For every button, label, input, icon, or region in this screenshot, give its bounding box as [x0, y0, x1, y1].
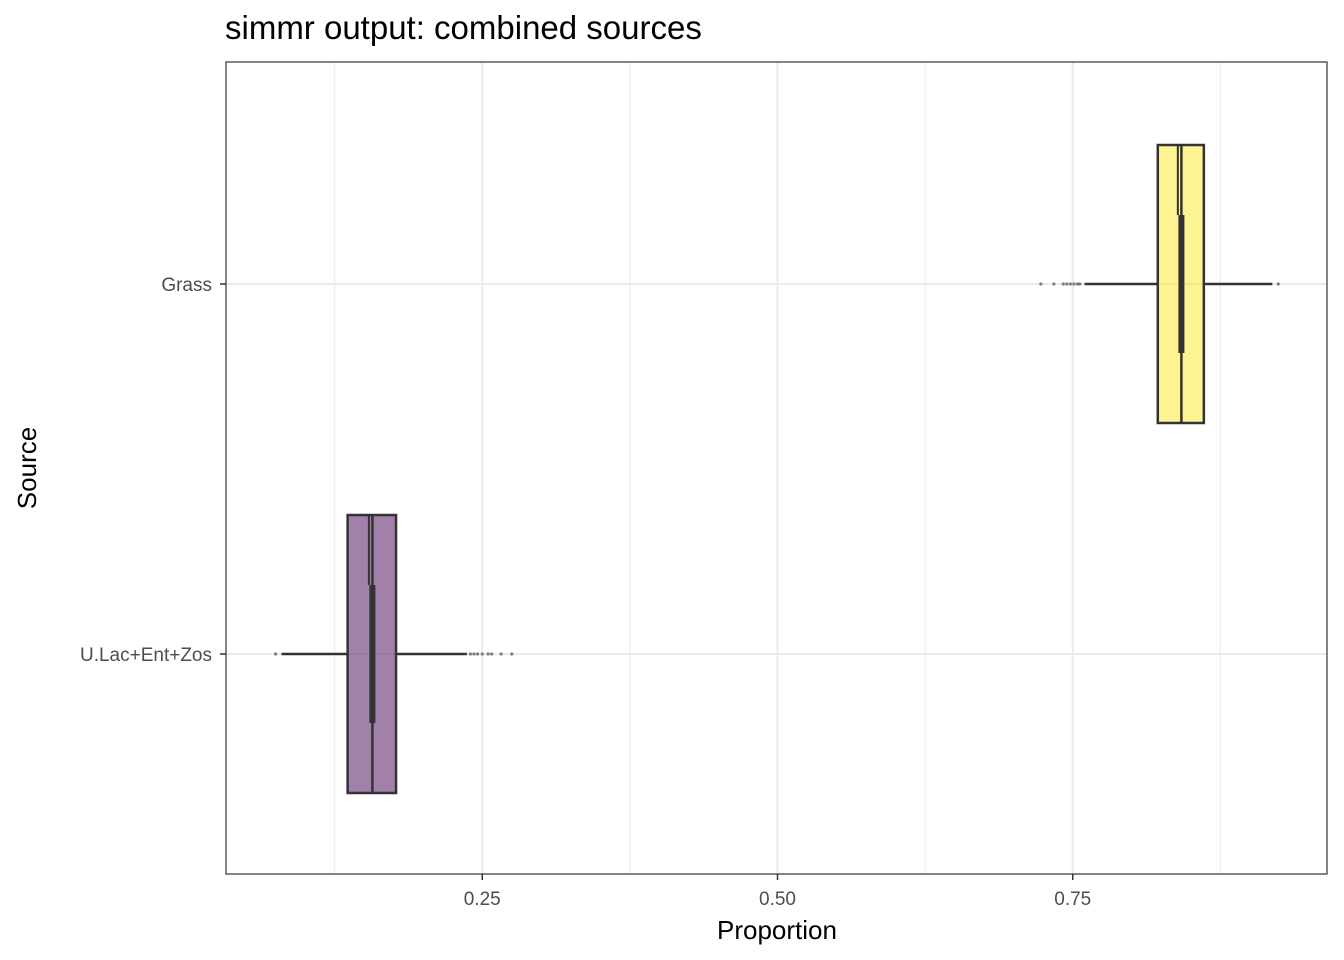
outlier-point — [486, 652, 490, 656]
chart-title: simmr output: combined sources — [225, 9, 702, 46]
x-tick-label: 0.75 — [1054, 889, 1091, 910]
outlier-point — [1052, 282, 1056, 286]
outlier-point — [1068, 282, 1072, 286]
outlier-point — [1065, 282, 1069, 286]
outlier-point — [1078, 282, 1082, 286]
y-axis-title: Source — [12, 427, 42, 509]
y-tick-label: U.Lac+Ent+Zos — [80, 645, 212, 666]
outlier-point — [273, 652, 278, 656]
outlier-point — [480, 652, 484, 656]
plot-panel — [225, 61, 1328, 875]
outlier-point — [499, 652, 503, 656]
x-tick-label: 0.50 — [759, 889, 796, 910]
outlier-point — [490, 652, 494, 656]
outlier-point — [1061, 282, 1065, 286]
y-tick-label: Grass — [161, 275, 212, 296]
x-axis-title: Proportion — [717, 915, 837, 945]
outlier-point — [1039, 282, 1043, 286]
x-axis: 0.25 0.50 0.75 — [464, 874, 1091, 910]
outlier-point — [1072, 282, 1076, 286]
x-tick-label: 0.25 — [464, 889, 501, 910]
outlier-point — [472, 652, 476, 656]
outlier-point — [1276, 282, 1280, 286]
panel-border — [225, 61, 1328, 875]
y-axis: Grass U.Lac+Ent+Zos — [80, 275, 226, 666]
outlier-point — [510, 652, 514, 656]
outlier-point — [475, 652, 480, 656]
boxes — [273, 143, 1280, 795]
outlier-point — [468, 652, 473, 656]
box-grass — [1039, 143, 1280, 425]
box-ulac-ent-zos — [273, 513, 514, 795]
outlier-point — [1075, 282, 1080, 286]
